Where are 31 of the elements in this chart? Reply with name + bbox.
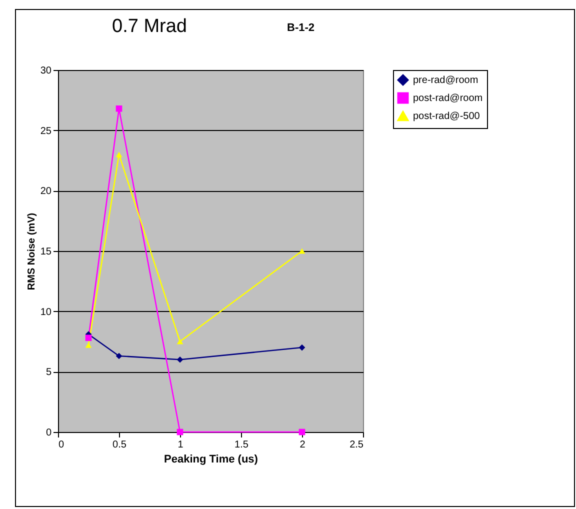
point [116,105,122,112]
y-tick-label: 0 [46,428,52,438]
x-tick-label: 1.5 [234,440,249,450]
y-tick-label: 10 [40,306,52,318]
point [176,428,184,436]
legend-label: pre-rad@room [413,75,478,86]
legend-label: post-rad@-500 [413,111,480,122]
point [116,152,122,158]
point [176,338,184,344]
chart-title: 0.7 Mrad [112,16,187,38]
x-tick-label: 1 [178,440,184,450]
x-axis-title: Peaking Time (us) [164,454,258,466]
y-tick-label: 15 [40,246,52,258]
point [85,334,92,342]
y-tick-label: 25 [40,126,52,137]
point [176,356,184,363]
point [298,248,306,254]
x-tick-label: 2 [300,440,306,450]
x-tick-label: 2.5 [350,440,364,450]
chart-subtitle: B-1-2 [287,22,315,34]
legend-label: post-rad@room [413,93,483,104]
y-tick-label: 30 [40,66,52,76]
point [116,352,122,360]
y-tick-label: 20 [40,186,52,198]
x-tick-label: 0.5 [112,440,127,450]
y-axis-title: RMS Noise (mV) [26,212,38,290]
point [298,344,306,351]
x-tick-label: 0 [58,440,64,450]
y-tick-label: 5 [46,367,52,378]
point [85,342,92,348]
point [298,428,306,436]
